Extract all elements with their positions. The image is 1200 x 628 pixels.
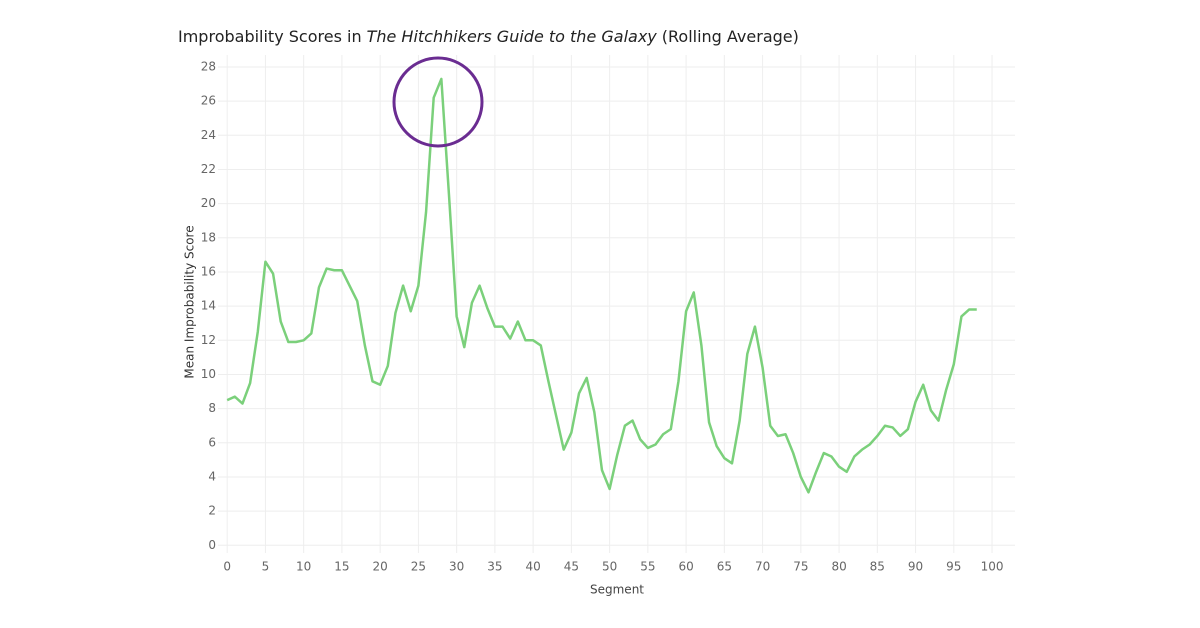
- x-tick-label: 85: [870, 560, 885, 574]
- x-tick-label: 70: [755, 560, 770, 574]
- x-tick-label: 30: [449, 560, 464, 574]
- x-tick-label: 50: [602, 560, 617, 574]
- x-tick-label: 60: [678, 560, 693, 574]
- y-tick-label: 0: [208, 538, 216, 552]
- y-tick-label: 20: [201, 196, 216, 210]
- x-tick-label: 95: [946, 560, 961, 574]
- y-tick-label: 2: [208, 504, 216, 518]
- x-tick-label: 65: [717, 560, 732, 574]
- y-tick-label: 8: [208, 401, 216, 415]
- x-tick-label: 100: [981, 560, 1004, 574]
- title-part: Improbability Scores in: [178, 27, 362, 46]
- y-tick-label: 18: [201, 230, 216, 244]
- x-tick-label: 35: [487, 560, 502, 574]
- line: [226, 77, 977, 494]
- y-tick-label: 12: [201, 333, 216, 347]
- y-tick-label: 14: [201, 299, 216, 313]
- y-tick-label: 6: [208, 435, 216, 449]
- y-tick-label: 16: [201, 264, 216, 278]
- y-tick-label: 26: [201, 94, 216, 108]
- title-part: (Rolling Average): [662, 27, 799, 46]
- y-axis-label: Mean Improbability Score: [183, 225, 197, 378]
- plot: [226, 77, 977, 494]
- x-tick-label: 5: [262, 560, 270, 574]
- x-tick-label: 90: [908, 560, 923, 574]
- title-part: The Hitchhikers Guide to the Galaxy: [367, 27, 658, 46]
- x-tick-label: 55: [640, 560, 655, 574]
- x-tick-label: 10: [296, 560, 311, 574]
- x-tick-label: 80: [831, 560, 846, 574]
- y-tick-label: 24: [201, 128, 216, 142]
- x-tick-label: 15: [334, 560, 349, 574]
- x-tick-label: 45: [564, 560, 579, 574]
- y-tick-label: 28: [201, 59, 216, 73]
- x-tick-label: 40: [525, 560, 540, 574]
- x-tick-label: 75: [793, 560, 808, 574]
- chart-title: Improbability Scores in The Hitchhikers G…: [178, 27, 799, 46]
- x-tick-label: 20: [373, 560, 388, 574]
- y-tick-label: 22: [201, 162, 216, 176]
- y-tick-label: 10: [201, 367, 216, 381]
- x-tick-label: 0: [223, 560, 231, 574]
- x-tick-label: 25: [411, 560, 426, 574]
- y-tick-label: 4: [208, 469, 216, 483]
- x-axis-label: Segment: [590, 583, 644, 597]
- highlight-circle: [392, 56, 484, 148]
